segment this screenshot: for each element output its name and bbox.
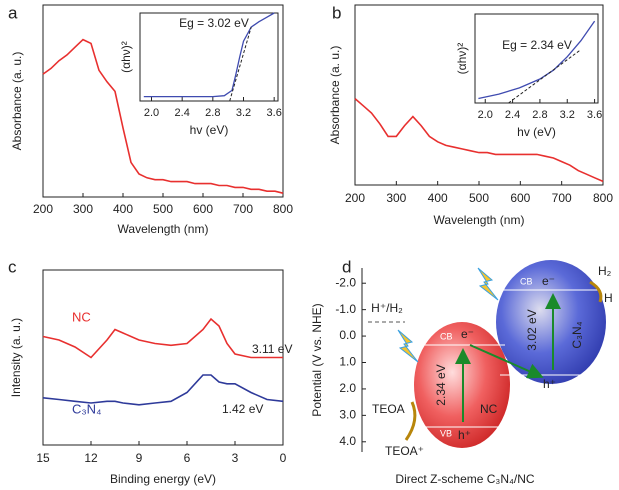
panel-label: c [8, 257, 17, 276]
reactant: H [604, 291, 613, 305]
data-line [354, 97, 604, 183]
x-tick-label: 700 [233, 202, 253, 216]
vb-label: VB [517, 376, 529, 386]
x-tick-label: 15 [36, 451, 50, 465]
y-tick-label: -2.0 [335, 275, 356, 289]
x-axis-title: Wavelength (nm) [118, 222, 209, 236]
x-tick-label: 3.2 [560, 109, 575, 121]
x-tick-label: 3.6 [587, 109, 602, 121]
x-tick-label: 12 [84, 451, 98, 465]
y-tick-label: 3.0 [339, 408, 356, 422]
light [477, 267, 499, 301]
panel-label: d [342, 257, 351, 276]
x-tick-label: 2.8 [205, 107, 220, 119]
reaction-arrow [404, 401, 417, 441]
c3n4-particle [496, 260, 606, 384]
nc-label: NC [480, 402, 498, 416]
gap-label: 3.02 eV [525, 309, 539, 350]
data-line [42, 38, 284, 194]
x-tick-label: 3.2 [236, 107, 251, 119]
x-tick-label: 400 [113, 202, 133, 216]
plot-frame [42, 269, 284, 446]
caption: Direct Z-scheme C₃N₄/NC [395, 472, 534, 486]
plot-frame [474, 13, 599, 104]
x-axis-title: Wavelength (nm) [434, 213, 525, 227]
x-tick-label: 2.4 [505, 109, 520, 121]
panel-label: a [8, 3, 18, 22]
y-tick-label: 0.0 [339, 328, 356, 342]
x-tick-label: 3 [232, 451, 239, 465]
cb-label: CB [440, 331, 453, 341]
y-tick-label: 1.0 [339, 355, 356, 369]
y-tick-label: 4.0 [339, 434, 356, 448]
y-axis-title: Absorbance (a. u.) [10, 52, 24, 151]
x-tick-label: 500 [469, 191, 489, 205]
x-tick-label: 2.4 [175, 107, 190, 119]
annotation: Eg = 2.34 eV [502, 38, 572, 52]
x-tick-label: 800 [273, 202, 293, 216]
arrow [469, 344, 544, 379]
x-tick-label: 300 [73, 202, 93, 216]
x-tick-label: 2.8 [532, 109, 547, 121]
data-line [143, 12, 275, 98]
x-tick-label: 2.0 [478, 109, 493, 121]
x-tick-label: 600 [510, 191, 530, 205]
x-tick-label: 500 [153, 202, 173, 216]
electron: e⁻ [461, 327, 474, 341]
donor: TEOA [372, 402, 405, 416]
panel-label: b [332, 3, 341, 22]
annotation: 1.42 eV [222, 402, 263, 416]
cb-label: CB [520, 276, 533, 286]
x-tick-label: 600 [193, 202, 213, 216]
data-line [42, 374, 284, 406]
c3n4-label: C₃N₄ [570, 321, 584, 348]
gap-label: 2.34 eV [434, 364, 448, 405]
x-axis-title: hv (eV) [517, 125, 556, 139]
vb-label: VB [440, 428, 452, 438]
x-tick-label: 200 [345, 191, 365, 205]
x-tick-label: 700 [552, 191, 572, 205]
x-axis-title: hv (eV) [190, 123, 229, 137]
x-tick-label: 6 [184, 451, 191, 465]
data-line [478, 20, 596, 100]
y-tick-label: -1.0 [335, 302, 356, 316]
annotation: 3.11 eV [252, 342, 292, 356]
hole: h⁺ [458, 428, 471, 442]
annotation: Eg = 3.02 eV [179, 16, 249, 30]
x-tick-label: 2.0 [144, 107, 159, 119]
series-label: C₃N₄ [72, 401, 101, 416]
x-tick-label: 800 [593, 191, 613, 205]
light [397, 329, 419, 363]
hole: h⁺ [543, 377, 556, 391]
y-axis-title: (αhν)² [455, 43, 469, 75]
series-label: NC [72, 309, 91, 324]
x-tick-label: 0 [280, 451, 287, 465]
axis-title: Potential (V vs. NHE) [310, 303, 324, 416]
x-tick-label: 400 [428, 191, 448, 205]
plot-frame [354, 4, 604, 186]
y-tick-label: 2.0 [339, 381, 356, 395]
y-axis-title: Absorbance (a. u.) [328, 46, 342, 145]
donor-oxidized: TEOA⁺ [385, 444, 424, 458]
reaction-arrow [589, 280, 603, 303]
y-axis-title: (αhν)² [119, 41, 133, 73]
electron: e⁻ [542, 274, 555, 288]
product: H₂ [598, 264, 612, 278]
y-axis-title: Intensity (a. u.) [9, 318, 23, 397]
x-tick-label: 3.6 [267, 107, 282, 119]
plot-frame [139, 12, 279, 102]
data-line [42, 317, 283, 359]
x-tick-label: 200 [33, 202, 53, 216]
redox-label: H⁺/H₂ [371, 301, 403, 315]
fit-line [229, 26, 252, 102]
x-tick-label: 9 [136, 451, 143, 465]
x-tick-label: 300 [386, 191, 406, 205]
x-axis-title: Binding energy (eV) [110, 472, 216, 486]
